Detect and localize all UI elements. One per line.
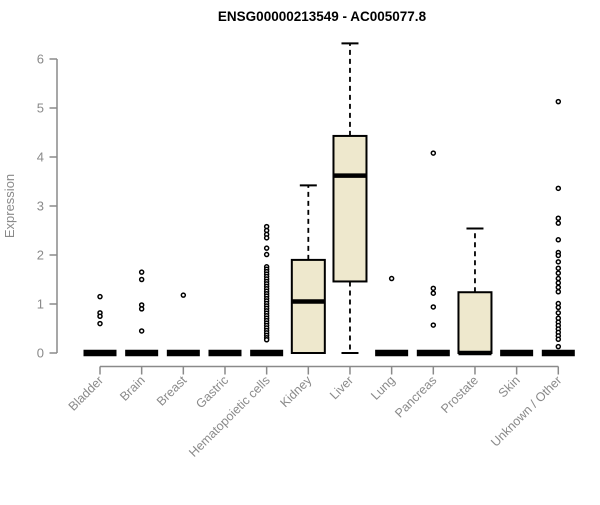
outlier-point (263, 245, 270, 251)
box-lung (375, 275, 409, 357)
box-gastric (208, 349, 242, 357)
outlier-point (555, 310, 562, 316)
x-tick-label: Kidney (278, 373, 315, 410)
outlier-point (555, 304, 562, 311)
y-tick-label: 2 (37, 248, 44, 263)
outlier-point (555, 280, 562, 286)
collapsed-box (541, 349, 575, 357)
iqr-box (332, 134, 368, 283)
box-skin (500, 349, 534, 357)
box-hematopoietic-cells (250, 223, 284, 357)
collapsed-box (208, 349, 242, 357)
y-tick-label: 6 (37, 52, 44, 67)
y-axis-label: Expression (2, 174, 17, 238)
x-tick-label: Breast (154, 373, 190, 409)
iqr-box (290, 258, 326, 354)
x-tick-label: Skin (496, 373, 523, 400)
outlier-point (430, 285, 437, 292)
y-tick-label: 3 (37, 199, 44, 214)
outlier-point (430, 150, 437, 156)
box-prostate (457, 227, 493, 356)
outlier-point (138, 276, 145, 283)
box-brain (125, 269, 159, 357)
outlier-point (388, 275, 395, 282)
collapsed-box (166, 349, 200, 357)
outlier-point (138, 328, 145, 334)
outlier-point (555, 98, 562, 105)
chart-title: ENSG00000213549 - AC005077.8 (218, 9, 427, 24)
collapsed-box (500, 349, 534, 357)
outlier-point (97, 320, 103, 327)
x-tick-label: Unknown / Other (488, 373, 564, 449)
x-tick-label: Lung (368, 373, 398, 403)
outlier-point (263, 251, 270, 258)
outlier-point (180, 292, 187, 298)
x-tick-label: Brain (117, 373, 148, 404)
outlier-point (97, 313, 103, 319)
x-tick-label: Bladder (66, 373, 106, 413)
outlier-point (555, 265, 562, 271)
collapsed-box (416, 349, 450, 357)
outlier-point (555, 220, 562, 226)
x-tick-label: Hematopoietic cells (186, 373, 273, 460)
y-tick-label: 0 (37, 346, 44, 361)
outlier-point (555, 343, 562, 350)
outlier-point (555, 284, 562, 291)
outlier-point (555, 275, 562, 282)
outlier-point (555, 289, 562, 295)
outlier-point (555, 259, 562, 265)
collapsed-box (375, 349, 409, 357)
collapsed-box (83, 349, 117, 357)
x-tick-label: Prostate (438, 373, 481, 416)
x-tick-label: Liver (327, 373, 356, 402)
outlier-point (430, 322, 437, 328)
outlier-point (555, 185, 562, 192)
collapsed-box (125, 349, 159, 357)
y-tick-label: 4 (37, 150, 44, 165)
outlier-point (263, 235, 270, 241)
outlier-point (138, 306, 145, 312)
y-tick-label: 1 (37, 297, 44, 312)
box-unknown-other (541, 98, 575, 357)
boxplot-series (83, 42, 575, 357)
collapsed-box (250, 349, 284, 357)
box-bladder (83, 293, 117, 357)
outlier-point (555, 336, 562, 343)
y-axis: 0 1 2 3 4 5 6 (37, 52, 58, 361)
box-kidney (290, 184, 326, 354)
outlier-point (430, 290, 437, 296)
x-tick-label: Gastric (193, 373, 231, 411)
iqr-box (457, 291, 493, 354)
x-tick-label: Pancreas (392, 373, 439, 420)
y-tick-label: 5 (37, 101, 44, 116)
outlier-point (555, 270, 562, 276)
outlier-point (138, 269, 145, 275)
outlier-point (263, 337, 270, 343)
outlier-point (555, 215, 562, 221)
outlier-point (555, 252, 562, 259)
outlier-point (430, 304, 437, 310)
box-breast (166, 292, 200, 357)
outlier-point (555, 237, 562, 243)
outlier-point (97, 293, 103, 300)
box-liver (332, 42, 368, 354)
box-pancreas (416, 150, 450, 357)
